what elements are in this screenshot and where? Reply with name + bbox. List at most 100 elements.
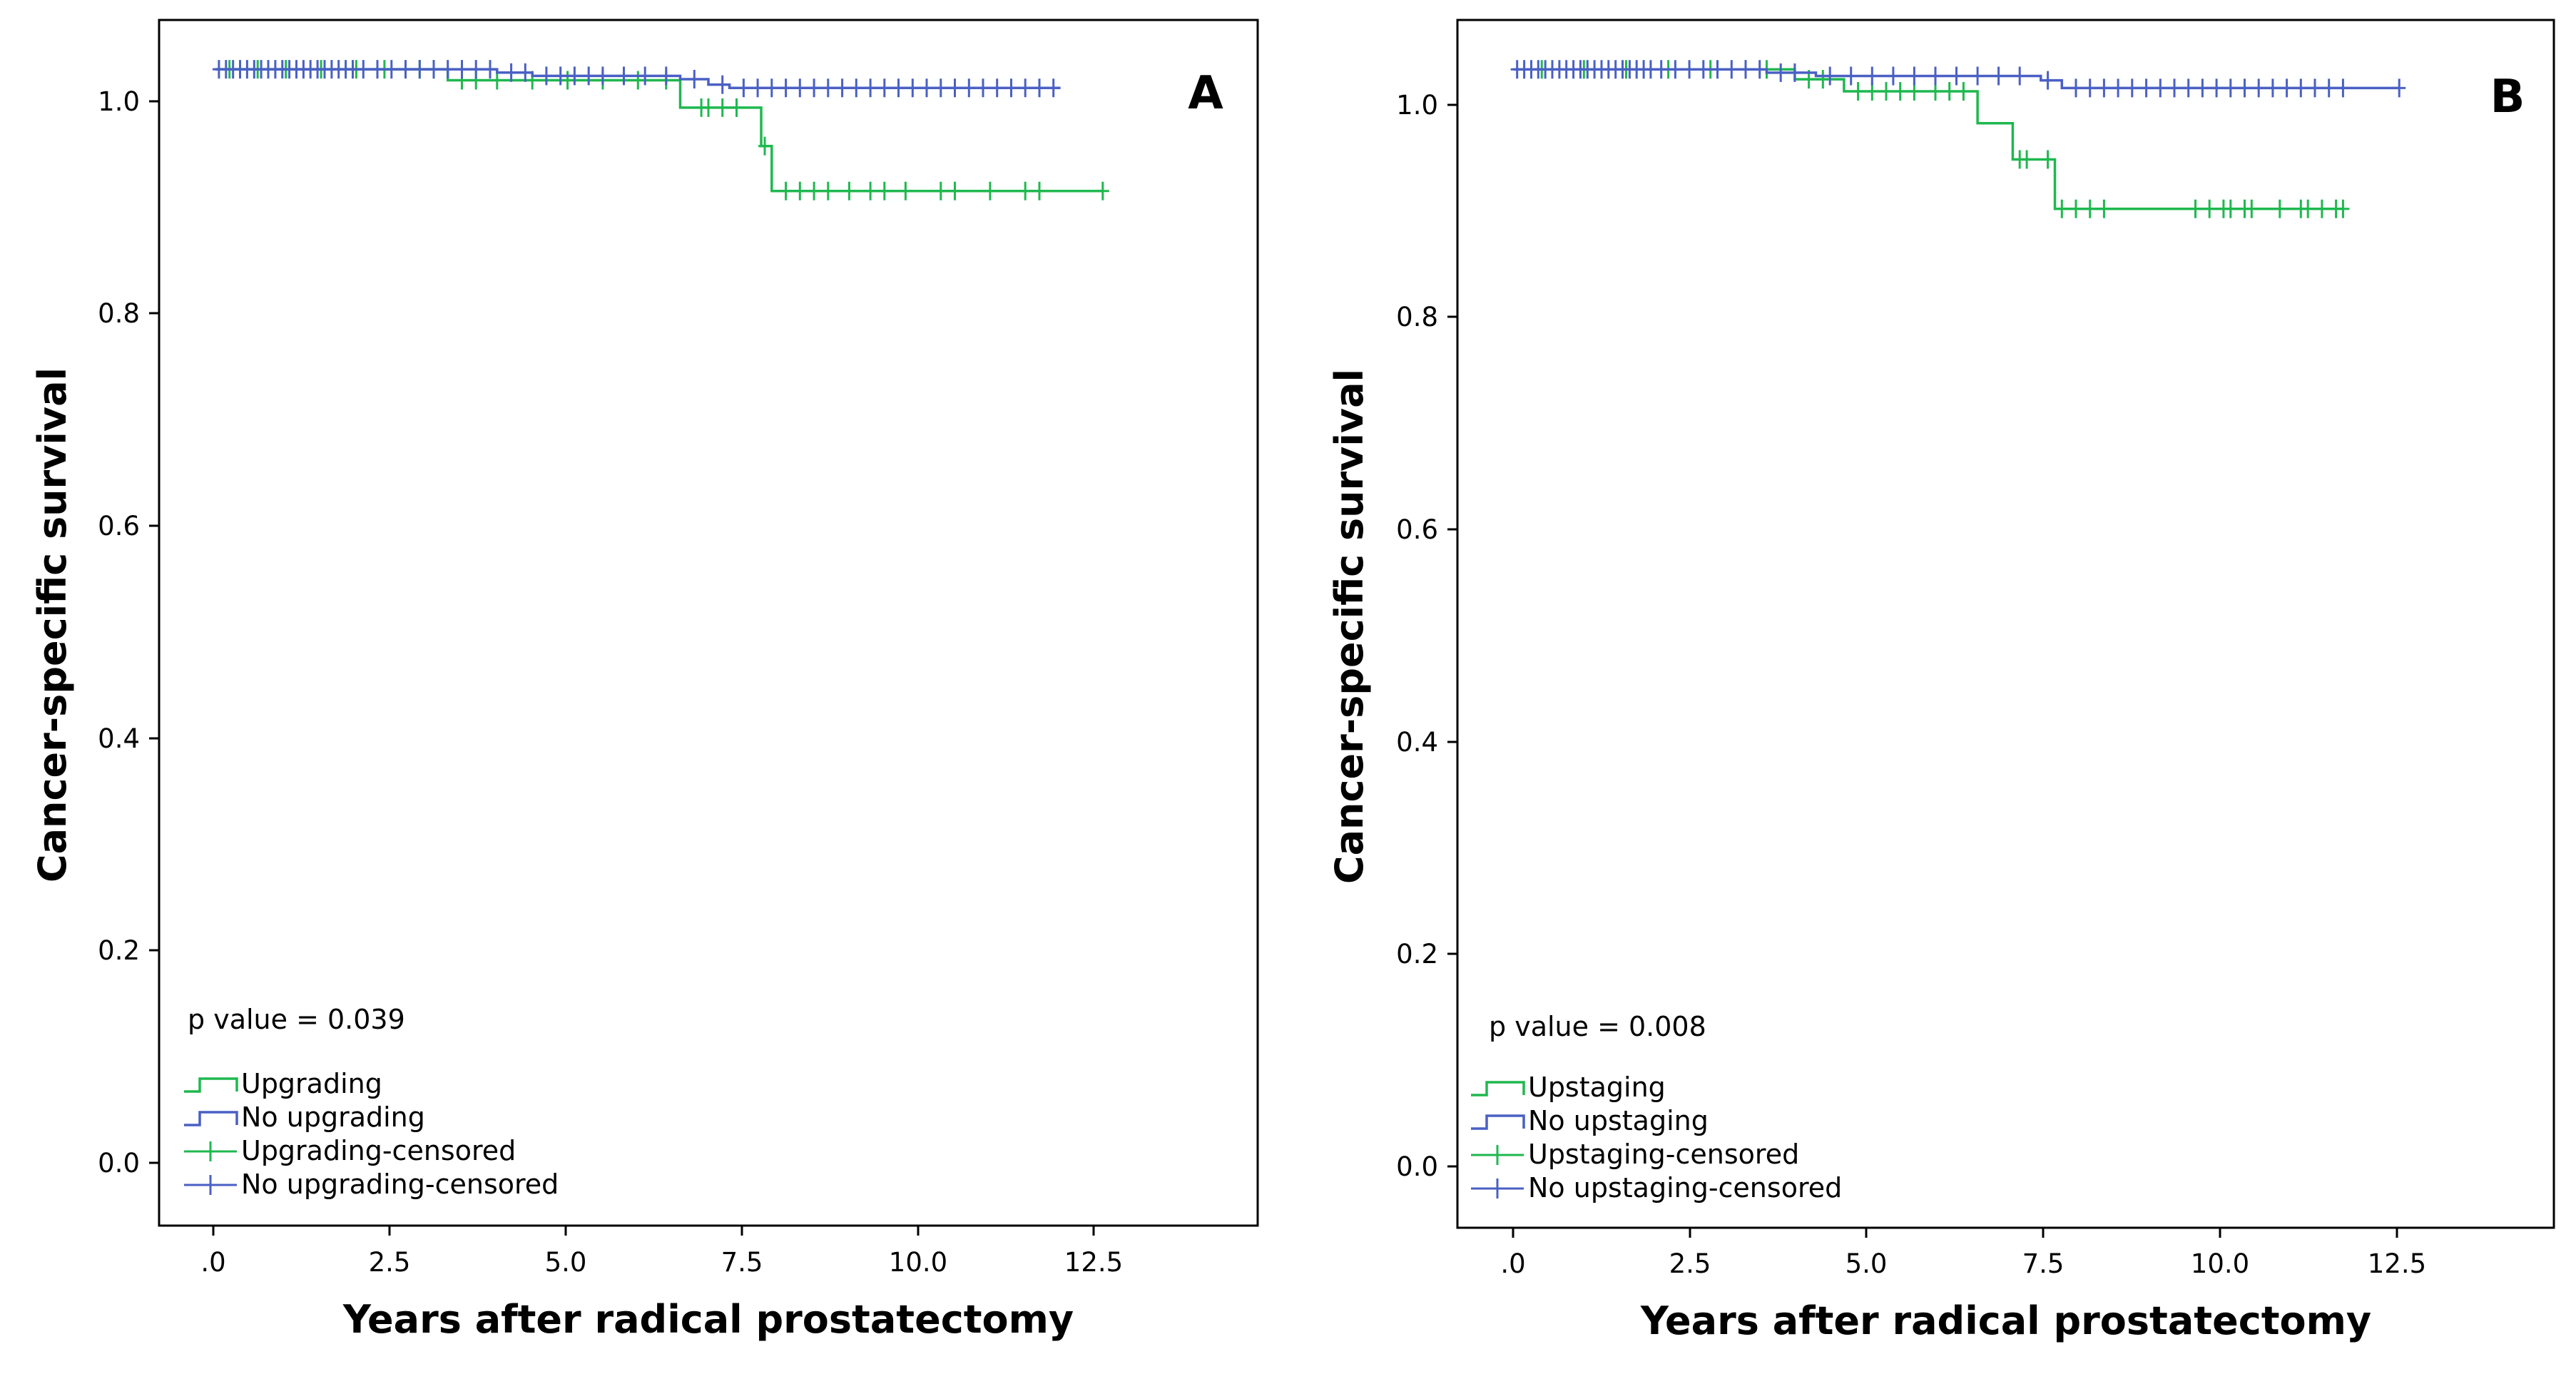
panel-a-censor-mark — [554, 66, 567, 86]
panel-b-censor-mark — [2041, 150, 2055, 169]
panel-a-censor-mark — [821, 181, 835, 200]
panel-b-censor-mark — [2070, 199, 2082, 218]
panel-b-censor-mark — [2245, 199, 2259, 218]
panel-a-legend-label: No upgrading-censored — [241, 1169, 559, 1200]
panel-b-censor-mark — [1880, 82, 1893, 101]
panel-a-censor-mark — [821, 78, 835, 98]
panel-b-censor-mark — [1823, 66, 1837, 86]
panel-a-censor-mark — [934, 181, 947, 200]
panel-b-censor-mark — [2182, 78, 2195, 98]
panel-a-censor-mark — [617, 66, 631, 86]
panel-b-censor-mark — [1971, 66, 1985, 86]
panel-a-y-tick-label: 1.0 — [98, 86, 140, 117]
panel-a-x-tick-label: .0 — [200, 1247, 225, 1278]
panel-a-censor-mark — [920, 78, 933, 98]
panel-b-censor-mark — [2041, 71, 2055, 90]
panel-a-censor-mark — [427, 60, 440, 79]
panel-b-censor-mark — [1788, 63, 1801, 82]
panel-a-censor-mark — [1047, 78, 1060, 98]
panel-b-legend-label: Upstaging — [1528, 1072, 1666, 1103]
panel-b-x-tick-label: .0 — [1500, 1248, 1525, 1279]
panel-b-censor-mark — [2112, 78, 2125, 98]
panel-a-censor-mark — [864, 78, 877, 98]
panel-b-legend-label: Upstaging-censored — [1528, 1139, 1799, 1170]
panel-a-censor-mark — [716, 98, 729, 117]
panel-a-censor-mark — [1019, 78, 1032, 98]
panel-b-y-tick-label: 0.8 — [1396, 302, 1438, 332]
panel-b-censor-mark — [2393, 78, 2406, 98]
panel-b-censor-mark — [1816, 70, 1830, 89]
panel-a-censor-mark — [469, 60, 483, 79]
panel-a-censor-mark — [1096, 181, 1109, 200]
panel-b-censor-mark — [2315, 199, 2328, 218]
panel-b-censor-mark — [2336, 199, 2350, 218]
panel-b-plot-area — [1510, 60, 2406, 218]
panel-a-censor-mark — [977, 78, 989, 98]
panel-a-x-tick-label: 2.5 — [369, 1247, 411, 1278]
panel-b-censor-mark — [2083, 78, 2097, 98]
panel-a-censor-mark — [779, 181, 793, 200]
panel-b-censor-mark — [2097, 199, 2111, 218]
panel-b-x-ticks: .0 2.5 5.0 7.5 10.0 12.5 — [1500, 1228, 2426, 1279]
panel-a-y-ticks: 0.0 0.2 0.4 0.6 0.8 1.0 — [98, 86, 159, 1179]
panel-a-curve-series-1 — [215, 68, 1061, 90]
panel-b-y-ticks: 0.0 0.2 0.4 0.6 0.8 1.0 — [1396, 90, 1457, 1182]
panel-a-censor-mark — [948, 78, 962, 98]
panel-b-censor-mark — [2070, 78, 2082, 98]
panel-b-censor-mark — [1753, 60, 1766, 79]
panel-b-censor-mark — [1739, 60, 1752, 79]
panel-b-y-tick-label: 1.0 — [1396, 90, 1438, 121]
panel-b-censor-mark — [2020, 150, 2034, 169]
panel-b-censor-mark — [1893, 82, 1907, 101]
panel-a-x-tick-label: 10.0 — [889, 1247, 947, 1278]
panel-a-censor-mark — [808, 181, 821, 200]
panel-b-censor-mark — [2210, 78, 2224, 98]
panel-b-legend-label: No upstaging — [1528, 1105, 1709, 1136]
panel-b-censor-mark — [2266, 78, 2279, 98]
panel-b-p-value: p value = 0.008 — [1489, 1011, 1706, 1042]
panel-a-x-axis-title: Years after radical prostatectomy — [342, 1297, 1074, 1342]
panel-a-x-ticks: .0 2.5 5.0 7.5 10.0 12.5 — [200, 1226, 1123, 1278]
panel-b-censor-mark — [2189, 199, 2202, 218]
panel-b-censor-mark — [1851, 82, 1865, 101]
panel-a-censor-mark — [1019, 181, 1032, 200]
panel-a-censor-mark — [842, 181, 856, 200]
panel-a-censor-mark — [962, 78, 976, 98]
panel-a-censor-mark — [793, 78, 807, 98]
panel-a-censor-mark — [441, 60, 454, 79]
panel-b-censor-mark — [1683, 60, 1696, 79]
panel-a-censor-mark — [850, 78, 863, 98]
panel-a-censor-mark — [519, 63, 532, 82]
panel-b-censor-mark — [1992, 66, 2005, 86]
panel-a-censor-mark — [1004, 78, 1018, 98]
panel-b-censor-mark — [2083, 199, 2097, 218]
panel-a-y-tick-label: 0.6 — [98, 511, 140, 541]
panel-b-x-tick-label: 2.5 — [1669, 1248, 1711, 1279]
panel-b-censor-mark — [1950, 66, 1963, 86]
panel-a-y-tick-label: 0.4 — [98, 723, 140, 754]
panel-b-x-axis-title: Years after radical prostatectomy — [1640, 1298, 2371, 1343]
panel-b-censor-mark — [1725, 60, 1738, 79]
panel-a-censor-mark — [399, 60, 412, 79]
panel-a-censor-mark — [990, 78, 1004, 98]
panel-a-censor-mark — [568, 66, 581, 86]
panel-a-censor-mark — [582, 66, 596, 86]
panel-b-legend-label: No upstaging-censored — [1528, 1172, 1842, 1203]
panel-b-legend-swatch-line — [1471, 1114, 1525, 1130]
panel-a-x-tick-label: 7.5 — [721, 1247, 763, 1278]
panel-a-censor-mark — [1033, 181, 1046, 200]
panel-b-legend-swatch-censor — [1471, 1145, 1524, 1165]
panel-b-y-tick-label: 0.6 — [1396, 514, 1438, 545]
panel-a-legend-swatch-line — [184, 1111, 238, 1126]
panel-b-x-tick-label: 7.5 — [2022, 1248, 2065, 1279]
panel-a-y-tick-label: 0.8 — [98, 298, 140, 329]
panel-a-censor-mark — [808, 78, 821, 98]
panel-a-censor-mark — [758, 136, 771, 156]
panel-a-legend-swatch-censor — [184, 1141, 237, 1161]
panel-b-censor-mark — [2294, 78, 2308, 98]
panel-a-letter: A — [1188, 67, 1223, 120]
panel-a-y-tick-label: 0.0 — [98, 1148, 140, 1179]
panel-a-censor-mark — [490, 71, 504, 90]
panel-b-censor-mark — [2139, 78, 2153, 98]
